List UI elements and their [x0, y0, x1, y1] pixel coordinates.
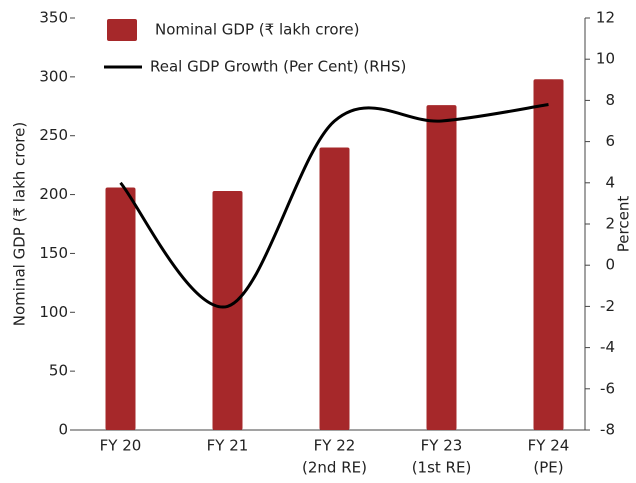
y-tick-label: 200 — [39, 185, 68, 203]
y2-tick-label: -8 — [600, 421, 615, 439]
x-tick-label: FY 23 — [421, 437, 463, 455]
bar — [105, 187, 136, 430]
y-tick-label: 250 — [39, 126, 68, 144]
y-tick-label: 50 — [49, 362, 68, 380]
y2-tick-label: 12 — [596, 9, 615, 27]
bar — [533, 79, 564, 430]
y2-tick-label: -2 — [600, 297, 615, 315]
line — [119, 103, 549, 309]
y-axis-label: Nominal GDP (₹ lakh crore) — [11, 122, 29, 326]
bar — [212, 191, 243, 430]
y-tick-label: 0 — [58, 421, 68, 439]
y2-tick-label: 0 — [605, 256, 615, 274]
bar — [426, 105, 457, 430]
y2-tick-label: 10 — [596, 50, 615, 68]
y-tick-label: 150 — [39, 244, 68, 262]
y-tick-label: 300 — [39, 67, 68, 85]
x-tick-label: (PE) — [533, 459, 563, 477]
y2-tick-label: -6 — [600, 379, 615, 397]
y-tick-label: 350 — [39, 9, 68, 27]
legend-swatch — [107, 19, 137, 41]
x-tick-label: FY 21 — [207, 437, 249, 455]
y2-tick-label: 6 — [605, 132, 615, 150]
legend-label: Nominal GDP (₹ lakh crore) — [155, 21, 359, 39]
y2-tick-label: 4 — [605, 173, 615, 191]
y2-tick-label: 8 — [605, 91, 615, 109]
x-tick-label: FY 20 — [100, 437, 142, 455]
x-tick-label: (2nd RE) — [302, 459, 367, 477]
y-tick-label: 100 — [39, 303, 68, 321]
y2-axis-label: Percent — [615, 196, 633, 253]
x-tick-label: FY 22 — [314, 437, 356, 455]
x-tick-label: FY 24 — [528, 437, 570, 455]
y2-tick-label: -4 — [600, 338, 615, 356]
y2-tick-label: 2 — [605, 215, 615, 233]
x-tick-label: (1st RE) — [412, 459, 472, 477]
bar — [319, 147, 350, 430]
legend-label: Real GDP Growth (Per Cent) (RHS) — [150, 58, 406, 76]
